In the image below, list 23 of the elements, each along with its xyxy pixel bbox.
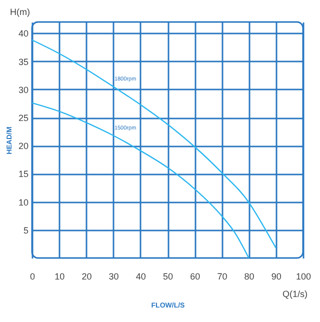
x-tick-label: 10 (54, 272, 65, 282)
y-tick-label: 40 (18, 28, 28, 39)
y-tick-label: 35 (18, 56, 28, 67)
y-tick-label: 25 (18, 113, 28, 124)
y-tick-label: 30 (18, 84, 28, 95)
y-tick-label: 5 (23, 225, 28, 236)
text: H(m) (10, 7, 30, 17)
y-tick-label: 15 (18, 169, 28, 180)
x-tick-label: 80 (244, 272, 254, 282)
line-series (31, 39, 276, 248)
y-tick-label: 10 (18, 197, 28, 208)
x-tick-label: 30 (108, 272, 119, 282)
x-tick-label: 40 (136, 272, 146, 282)
x-tick-label: 20 (82, 272, 92, 282)
line-series (31, 102, 250, 259)
x-tick-label: 90 (271, 272, 282, 282)
x-tick-label: 0 (30, 272, 36, 282)
x-tick-label: 100 (296, 272, 312, 282)
x-tick-label: 70 (217, 272, 228, 282)
text: Q(1/s) (282, 289, 308, 299)
x-tick-label: 60 (190, 272, 200, 282)
y-tick-label: 20 (18, 141, 28, 152)
x-tick-label: 50 (162, 272, 174, 282)
